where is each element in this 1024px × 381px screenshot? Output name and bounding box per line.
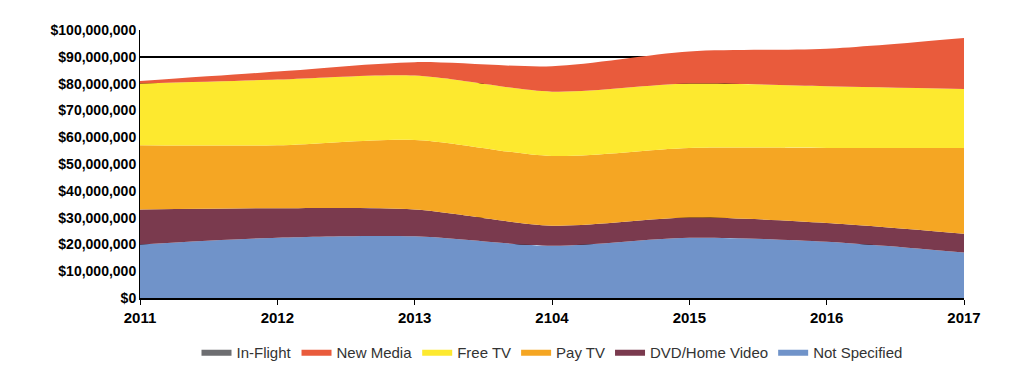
svg-text:New Media: New Media — [337, 344, 413, 361]
svg-text:2011: 2011 — [124, 309, 157, 326]
svg-text:$30,000,000: $30,000,000 — [58, 210, 136, 226]
svg-text:$50,000,000: $50,000,000 — [58, 156, 136, 172]
svg-text:$20,000,000: $20,000,000 — [58, 236, 136, 252]
svg-text:$0: $0 — [121, 290, 137, 306]
svg-text:$10,000,000: $10,000,000 — [58, 263, 136, 279]
svg-text:$80,000,000: $80,000,000 — [58, 76, 136, 92]
svg-text:2015: 2015 — [673, 309, 706, 326]
svg-text:Not Specified: Not Specified — [813, 344, 902, 361]
svg-text:Pay TV: Pay TV — [556, 344, 605, 361]
svg-text:2017: 2017 — [947, 309, 980, 326]
svg-text:2016: 2016 — [810, 309, 843, 326]
svg-text:$70,000,000: $70,000,000 — [58, 102, 136, 118]
svg-text:$100,000,000: $100,000,000 — [51, 22, 137, 38]
svg-text:2013: 2013 — [398, 309, 431, 326]
svg-text:$60,000,000: $60,000,000 — [58, 129, 136, 145]
svg-text:2012: 2012 — [261, 309, 294, 326]
svg-text:Free TV: Free TV — [457, 344, 511, 361]
svg-text:In-Flight: In-Flight — [237, 344, 292, 361]
svg-text:DVD/Home Video: DVD/Home Video — [650, 344, 768, 361]
svg-text:$90,000,000: $90,000,000 — [58, 49, 136, 65]
svg-text:2104: 2104 — [535, 309, 569, 326]
svg-text:$40,000,000: $40,000,000 — [58, 183, 136, 199]
